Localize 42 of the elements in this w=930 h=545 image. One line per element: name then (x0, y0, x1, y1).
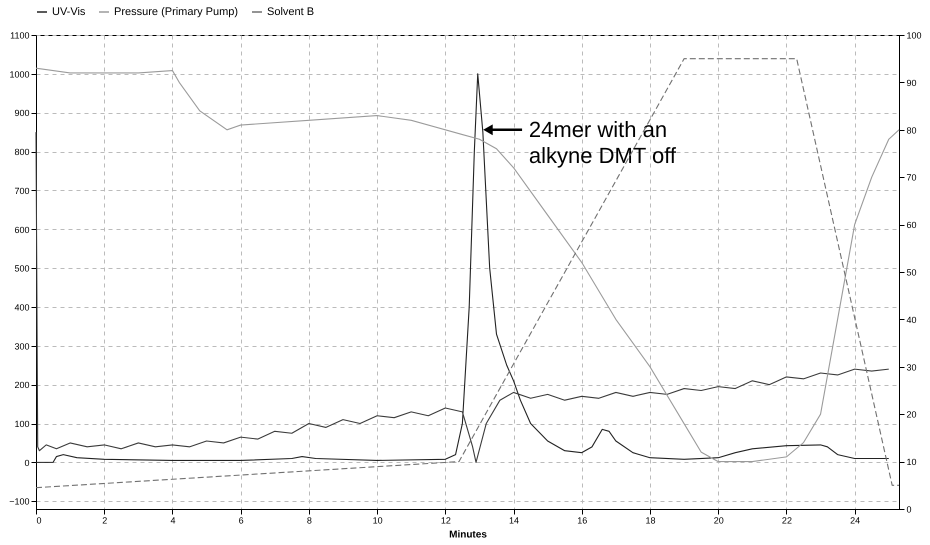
x-axis-title: Minutes (449, 530, 488, 540)
legend-label: Pressure (Primary Pump) (114, 6, 238, 18)
x-tick-label: 12 (440, 516, 451, 526)
x-tick-label: 10 (372, 516, 383, 526)
y-tick-label: −100 (9, 496, 30, 507)
y-tick-label: 1000 (9, 69, 30, 80)
y2-tick-label: 50 (906, 268, 917, 278)
y-tick-label: 400 (14, 302, 30, 312)
x-tick-label: 6 (238, 516, 244, 526)
y-tick-label: 0 (24, 458, 30, 468)
y-tick-label: 900 (14, 108, 30, 118)
annotation: 24mer with an alkyne DMT off (528, 116, 677, 168)
y-tick-label: 800 (14, 147, 30, 158)
x-tick-label: 24 (850, 516, 860, 526)
y2-tick-label: 90 (906, 78, 917, 88)
y2-tick-label: 30 (906, 362, 917, 372)
y-tick-label: 1100 (10, 30, 30, 40)
x-tick-label: 20 (714, 516, 724, 526)
y2-tick-label: 100 (906, 30, 922, 40)
y-tick-label: 700 (14, 186, 30, 196)
y2-tick-label: 0 (906, 504, 912, 514)
y2-tick-label: 70 (906, 172, 917, 183)
x-tick-label: 14 (509, 516, 520, 526)
legend-label: Solvent B (267, 6, 314, 18)
x-tick-label: 4 (170, 516, 176, 526)
y2-tick-label: 10 (906, 457, 917, 468)
x-tick-label: 8 (306, 516, 312, 526)
x-tick-label: 16 (577, 516, 588, 526)
y2-tick-label: 20 (906, 410, 917, 420)
y-tick-label: 100 (14, 419, 30, 430)
y2-tick-label: 60 (906, 220, 917, 230)
x-tick-label: 22 (782, 516, 792, 526)
y2-tick-label: 40 (906, 314, 917, 325)
y-tick-label: 500 (14, 264, 30, 274)
y-tick-label: 300 (14, 341, 30, 352)
y2-tick-label: 80 (906, 125, 917, 136)
legend-label: UV-Vis (52, 6, 86, 18)
y-tick-label: 200 (14, 380, 30, 390)
x-tick-label: 0 (36, 516, 42, 526)
y-tick-label: 600 (14, 224, 30, 235)
x-tick-label: 18 (645, 516, 656, 526)
x-tick-label: 2 (102, 516, 108, 526)
